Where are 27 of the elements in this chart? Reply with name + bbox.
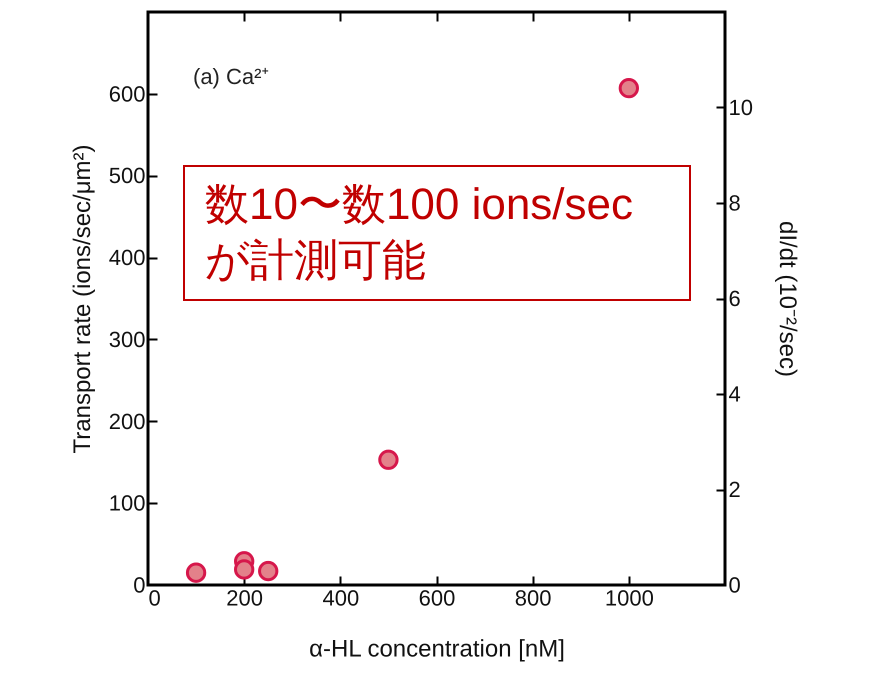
point (618, 78, 639, 98)
y-tick-label: 600 (108, 81, 146, 106)
y2-tick-label: 8 (728, 190, 741, 216)
y-tick-label: 100 (108, 490, 146, 516)
x-tick-label: 600 (418, 586, 456, 610)
y-axis-title: Transport rate (ions/sec/μm²) (68, 144, 96, 454)
x-tick-label: 400 (322, 586, 360, 610)
y-tick-label: 300 (108, 326, 146, 352)
point (234, 559, 254, 580)
x-tick-label: 1000 (604, 586, 654, 610)
y-tick-label: 400 (108, 245, 146, 270)
annotation: 数10〜数100 ions/sec が計測可能 (183, 165, 691, 301)
y2-tick-label: 6 (728, 286, 741, 311)
y2-tick-label: 10 (728, 95, 753, 120)
y2-tick-label: 4 (728, 382, 741, 406)
point (258, 560, 278, 582)
x-axis-title: α-HL concentration [nM] (309, 636, 565, 662)
y2-axis-title: dI/dt (10⁻²/sec) (774, 220, 801, 378)
point (186, 562, 206, 583)
y-tick-label: 500 (108, 163, 146, 188)
x-tick-label: 0 (148, 586, 161, 610)
annotation: (a) Ca²⁺ (193, 63, 268, 90)
y2-tick-label: 2 (728, 477, 741, 502)
x-tick-label: 200 (226, 586, 264, 610)
y-tick-label: 200 (108, 408, 146, 434)
point (378, 450, 399, 470)
x-tick-label: 800 (514, 586, 552, 610)
